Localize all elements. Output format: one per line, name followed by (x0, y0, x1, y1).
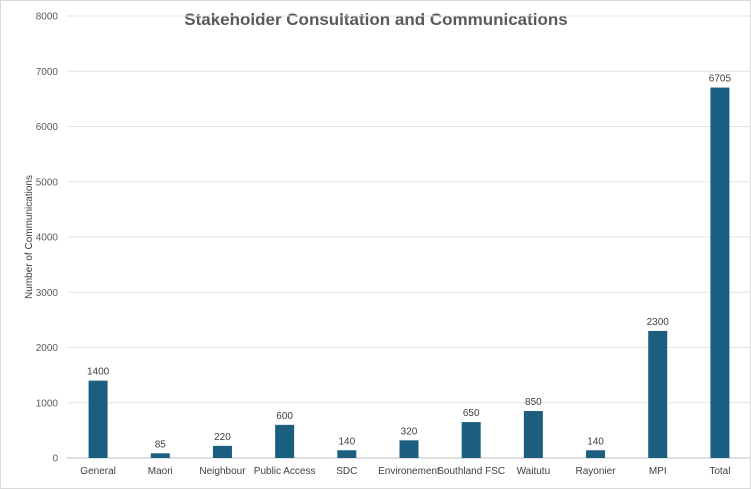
x-tick-label: Maori (148, 466, 173, 477)
data-label: 85 (155, 439, 167, 450)
bar (461, 422, 481, 458)
bar (399, 440, 419, 458)
x-tick-label: Environement (378, 466, 440, 477)
data-label: 140 (338, 436, 355, 447)
bar (275, 424, 295, 458)
y-axis-label: Number of Communications (24, 175, 35, 299)
data-label: 320 (401, 426, 418, 437)
data-label: 650 (463, 408, 480, 419)
bar (710, 87, 730, 458)
y-tick-label: 4000 (36, 233, 59, 244)
chart-title: Stakeholder Consultation and Communicati… (184, 10, 567, 29)
y-tick-label: 8000 (36, 12, 59, 23)
data-label: 220 (214, 432, 231, 443)
bar (212, 445, 232, 458)
bar (337, 450, 357, 458)
bar (150, 453, 170, 458)
y-tick-label: 6000 (36, 122, 59, 133)
y-tick-label: 3000 (36, 288, 59, 299)
x-tick-label: Waitutu (517, 466, 551, 477)
y-tick-label: 0 (52, 454, 58, 465)
bar (586, 450, 606, 458)
data-label: 600 (276, 411, 293, 422)
y-tick-label: 5000 (36, 177, 59, 188)
x-tick-label: SDC (336, 466, 357, 477)
x-tick-label: Total (709, 466, 730, 477)
x-tick-label: Neighbour (199, 466, 246, 477)
bar (523, 411, 543, 458)
data-label: 850 (525, 397, 542, 408)
data-label: 140 (587, 436, 604, 447)
x-tick-label: Rayonier (576, 466, 617, 477)
y-tick-label: 1000 (36, 398, 59, 409)
x-tick-label: Public Access (254, 466, 316, 477)
bar (648, 330, 668, 458)
x-tick-label: Southland FSC (437, 466, 505, 477)
data-label: 6705 (709, 74, 732, 85)
x-tick-label: MPI (649, 466, 667, 477)
x-tick-label: General (80, 466, 116, 477)
y-tick-label: 2000 (36, 343, 59, 354)
bar (88, 380, 108, 458)
data-label: 2300 (647, 317, 670, 328)
y-tick-label: 7000 (36, 67, 59, 78)
data-label: 1400 (87, 367, 110, 378)
